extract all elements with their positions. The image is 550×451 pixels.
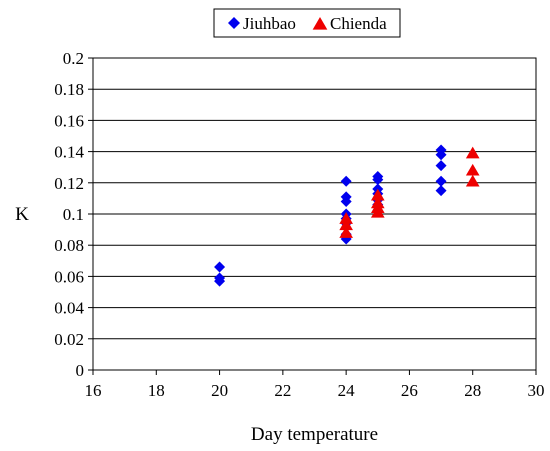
x-tick-label: 26 [401,381,418,400]
legend: Jiuhbao Chienda [213,8,401,38]
data-point-jiuhbao [372,174,384,186]
legend-box [213,8,401,38]
x-tick-label: 28 [464,381,481,400]
y-tick-label: 0.02 [54,330,84,349]
x-tick-label: 22 [274,381,291,400]
x-tick-label: 20 [211,381,228,400]
legend-marker-jiuhbao [228,17,240,29]
legend-marker-chienda [312,17,328,30]
y-tick-label: 0.04 [54,299,84,318]
data-point-chienda [465,174,480,187]
data-point-jiuhbao [435,149,447,161]
y-tick-label: 0.06 [54,267,84,286]
y-tick-label: 0 [76,361,85,380]
data-point-chienda [339,226,353,238]
data-point-jiuhbao [214,275,226,287]
x-tick-label: 30 [528,381,545,400]
y-tick-label: 0.16 [54,111,84,130]
x-tick-label: 16 [85,381,102,400]
grid-lines [93,57,536,340]
data-point-jiuhbao [435,185,447,197]
y-tick-label: 0.1 [63,205,84,224]
y-tick-label: 0.18 [54,80,84,99]
data-point-chienda [370,205,385,218]
y-axis-title: K [15,204,29,225]
data-point-jiuhbao [435,160,447,172]
data-point-chienda [465,146,480,159]
axis-ticks: 0 0.02 0.04 0.06 0.08 0.1 0.12 0.14 0.16 0.18 0.2 1… [54,49,544,400]
x-axis-title: Day temperature [251,424,378,445]
data-point-jiuhbao [340,175,352,187]
x-tick-label: 24 [338,381,356,400]
data-point-chienda [465,163,480,176]
legend-label-jiuhbao: Jiuhbao [243,14,296,33]
legend-triangle-icon [312,17,328,30]
data-points [214,144,480,287]
data-point-jiuhbao [340,196,352,208]
y-tick-label: 0.12 [54,174,84,193]
y-tick-label: 0.14 [54,143,84,162]
data-point-chienda [370,188,385,201]
legend-label-chienda: Chienda [330,14,387,33]
data-point-chienda [339,218,353,231]
data-point-chienda [339,212,353,224]
series-chienda [339,146,480,238]
y-tick-label: 0.2 [63,49,84,68]
series-jiuhbao [214,144,447,287]
data-point-jiuhbao [214,261,226,273]
data-point-jiuhbao [435,175,447,187]
x-tick-label: 18 [148,381,165,400]
y-tick-label: 0.08 [54,236,84,255]
legend-diamond-icon [228,17,240,29]
